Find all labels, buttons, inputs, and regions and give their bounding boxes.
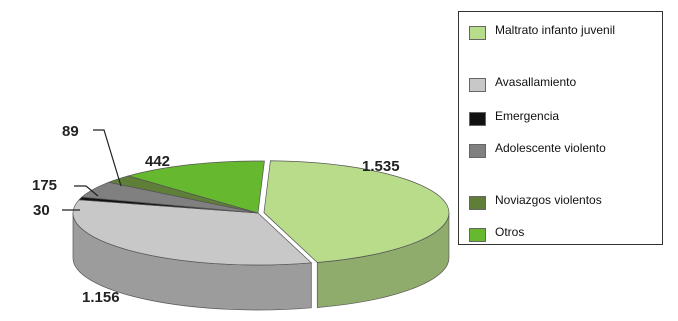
data-label-0: 1.535 <box>362 158 400 175</box>
legend-label: Noviazgos violentos <box>495 193 602 207</box>
data-label-3: 175 <box>32 177 57 194</box>
data-label-2: 30 <box>33 202 50 219</box>
legend-item-adolescente: Adolescente violento <box>469 140 660 158</box>
legend-item-noviazgos: Noviazgos violentos <box>469 192 660 210</box>
pie-slice-0 <box>263 160 450 263</box>
legend-label: Otros <box>495 225 525 239</box>
legend-swatch <box>469 228 486 242</box>
pie-slice-5 <box>127 160 265 214</box>
pie-slice-1 <box>72 199 313 266</box>
data-label-4: 89 <box>62 123 79 140</box>
legend-label: Avasallamiento <box>495 75 577 89</box>
legend-label: Maltrato infanto juvenil <box>495 23 616 37</box>
leader-line-0 <box>93 129 122 187</box>
legend-label: Emergencia <box>495 109 560 123</box>
legend: Maltrato infanto juvenil Avasallamiento … <box>458 11 663 245</box>
legend-swatch <box>469 78 486 92</box>
legend-label: Adolescente violento <box>495 141 606 155</box>
legend-swatch <box>469 144 486 158</box>
pie-tops <box>72 160 450 266</box>
data-labels: 1.535 1.156 30 175 89 442 <box>32 123 400 306</box>
legend-item-avasallamiento: Avasallamiento <box>469 74 660 92</box>
legend-swatch <box>469 112 486 126</box>
legend-swatch <box>469 26 486 40</box>
legend-item-maltrato: Maltrato infanto juvenil <box>469 22 660 40</box>
legend-swatch <box>469 196 486 210</box>
legend-item-emergencia: Emergencia <box>469 108 660 126</box>
legend-item-otros: Otros <box>469 224 660 242</box>
data-label-1: 1.156 <box>82 289 120 306</box>
leader-line-1 <box>74 185 99 197</box>
data-label-5: 442 <box>145 153 170 170</box>
